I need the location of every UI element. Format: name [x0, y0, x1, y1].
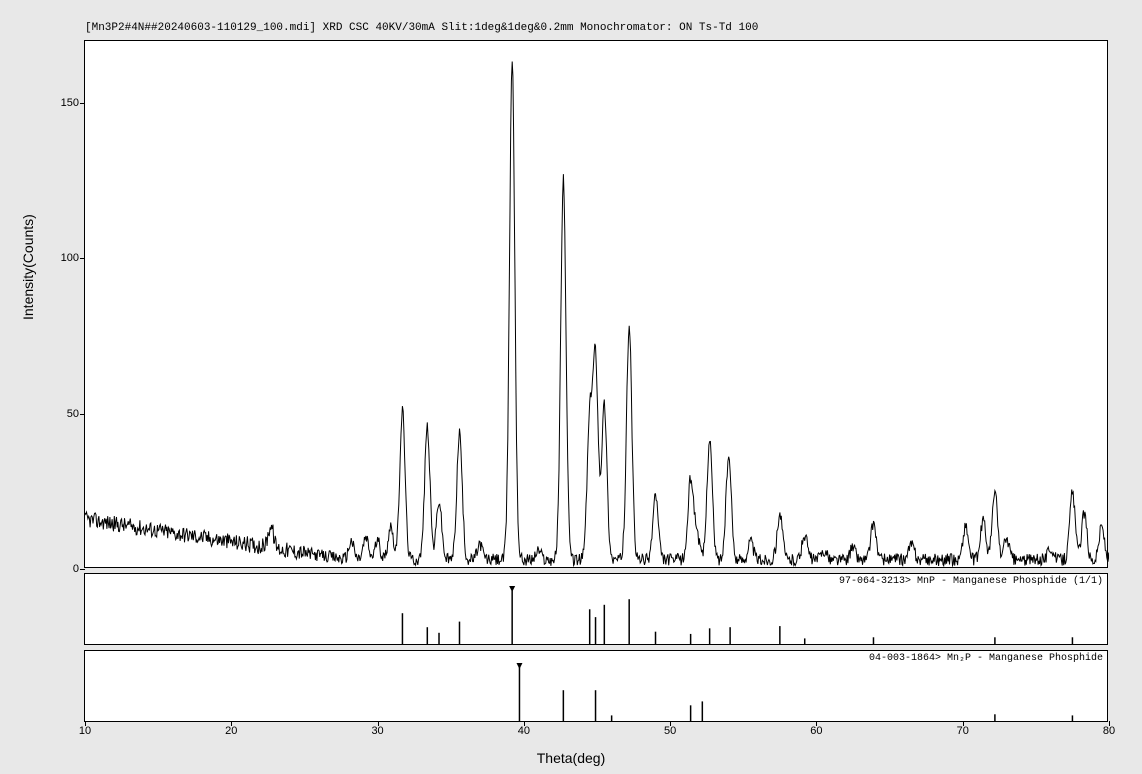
reference-label-2: 04-003-1864> Mn₂P - Manganese Phosphide	[869, 653, 1103, 664]
chart-title: [Mn3P2#4N##20240603-110129_100.mdi] XRD …	[85, 22, 758, 34]
xrd-spectrum-svg	[85, 41, 1109, 569]
reference-label-1: 97-064-3213> MnP - Manganese Phosphide (…	[839, 576, 1103, 587]
reference-pattern-1: 97-064-3213> MnP - Manganese Phosphide (…	[84, 573, 1108, 645]
xrd-main-chart: 050100150	[84, 40, 1108, 568]
reference-pattern-2: 04-003-1864> Mn₂P - Manganese Phosphide …	[84, 650, 1108, 722]
y-axis-label: Intensity(Counts)	[20, 214, 36, 320]
x-axis-label: Theta(deg)	[537, 750, 605, 766]
